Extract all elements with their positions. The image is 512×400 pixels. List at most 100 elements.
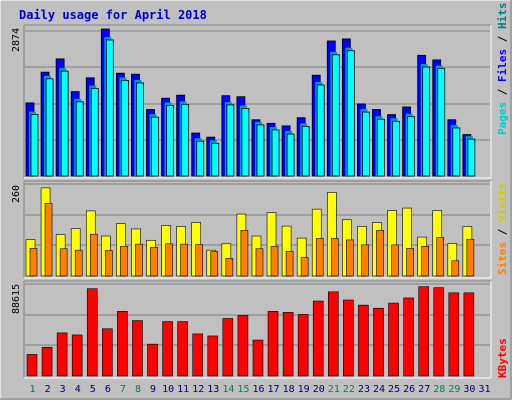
day-label-2: 2 <box>45 384 51 395</box>
day-label-6: 6 <box>105 384 111 395</box>
kbytes-bar-day-3 <box>56 332 68 377</box>
kbytes-bar-day-19 <box>297 314 309 377</box>
pages-bar-day-11 <box>181 103 190 177</box>
visits-panel <box>23 180 492 279</box>
day-label-10: 10 <box>162 384 174 395</box>
pages-bar-day-10 <box>166 105 174 177</box>
sites-bar-day-28 <box>436 237 445 277</box>
day-label-20: 20 <box>313 384 325 395</box>
pages-bar-day-21 <box>331 54 340 177</box>
day-label-14: 14 <box>222 384 234 395</box>
day-label-9: 9 <box>150 384 156 395</box>
pages-bar-day-4 <box>75 101 84 177</box>
kbytes-bar-day-9 <box>147 343 158 377</box>
day-label-8: 8 <box>135 384 141 395</box>
sites-bar-day-27 <box>421 245 429 277</box>
kbytes-panel <box>23 280 492 379</box>
day-label-22: 22 <box>343 384 355 395</box>
hits-max-label: 2874 <box>11 28 22 52</box>
sites-bar-day-26 <box>406 248 414 277</box>
pages-bar-day-2 <box>45 78 54 177</box>
day-label-13: 13 <box>207 384 219 395</box>
sites-bar-day-11 <box>180 243 188 277</box>
pages-bar-day-29 <box>452 127 461 177</box>
kbytes-bar-day-15 <box>237 315 249 377</box>
sites-bar-day-16 <box>255 248 264 277</box>
kbytes-bar-day-26 <box>403 297 414 377</box>
day-label-23: 23 <box>358 384 370 395</box>
hits-panel <box>23 24 492 179</box>
sites-bar-day-18 <box>285 250 294 277</box>
pages-bar-day-25 <box>392 120 400 177</box>
visits-axis-title: Sites / Visits <box>496 182 509 275</box>
day-label-18: 18 <box>283 384 295 395</box>
day-label-29: 29 <box>448 384 460 395</box>
sites-bar-day-24 <box>376 230 384 277</box>
sites-bar-day-15 <box>240 230 249 277</box>
kbytes-bar-day-24 <box>373 307 384 377</box>
sites-bar-day-8 <box>135 243 143 277</box>
pages-bar-day-17 <box>271 129 280 177</box>
pages-bar-day-28 <box>437 68 446 177</box>
sites-bar-day-9 <box>150 247 158 277</box>
pages-bar-day-19 <box>301 125 310 177</box>
day-label-27: 27 <box>418 384 430 395</box>
pages-bar-day-26 <box>407 116 416 177</box>
sites-bar-day-23 <box>361 244 369 277</box>
day-label-21: 21 <box>328 384 340 395</box>
day-label-7: 7 <box>120 384 126 395</box>
day-label-19: 19 <box>298 384 310 395</box>
pages-bar-day-23 <box>362 111 370 177</box>
day-label-12: 12 <box>192 384 204 395</box>
sites-bar-day-19 <box>300 257 309 277</box>
day-label-16: 16 <box>252 384 264 395</box>
sites-label: Sites <box>496 242 509 275</box>
day-label-5: 5 <box>90 384 96 395</box>
pages-bar-day-20 <box>316 84 325 177</box>
sites-bar-day-30 <box>466 238 475 277</box>
day-label-30: 30 <box>463 384 475 395</box>
kbytes-bar-day-23 <box>358 304 369 377</box>
pages-bar-day-7 <box>120 79 129 177</box>
kbytes-bar-day-21 <box>327 291 339 377</box>
pages-bar-day-8 <box>136 82 144 177</box>
pages-bar-day-12 <box>196 140 205 177</box>
kbytes-bar-day-11 <box>177 321 188 377</box>
kbytes-bar-day-8 <box>132 320 143 377</box>
sites-bar-day-12 <box>195 244 204 277</box>
kbytes-bar-day-10 <box>162 321 173 377</box>
sites-bar-day-7 <box>120 245 128 277</box>
day-label-11: 11 <box>177 384 189 395</box>
kbytes-bar-day-30 <box>463 292 475 377</box>
day-label-15: 15 <box>237 384 249 395</box>
visits-label: Visits <box>496 182 509 222</box>
kbytes-bar-day-28 <box>433 287 445 377</box>
sites-bar-day-22 <box>346 239 354 277</box>
day-label-31: 31 <box>478 384 490 395</box>
day-label-1: 1 <box>30 384 36 395</box>
sites-bar-day-6 <box>105 250 113 277</box>
pages-bar-day-6 <box>105 39 114 177</box>
pages-bar-day-14 <box>226 104 235 177</box>
day-label-4: 4 <box>75 384 81 395</box>
pages-bar-day-24 <box>377 118 385 177</box>
kbytes-bar-day-5 <box>86 288 98 377</box>
sites-bar-day-20 <box>315 238 324 277</box>
kbytes-bar-day-7 <box>117 311 128 377</box>
kbytes-bar-day-27 <box>418 286 429 377</box>
sites-bar-day-13 <box>210 251 219 277</box>
kbytes-bar-day-14 <box>222 318 234 377</box>
sites-bar-day-21 <box>330 238 339 277</box>
day-label-3: 3 <box>60 384 66 395</box>
kbytes-bar-day-25 <box>388 302 399 377</box>
visits-max-label: 260 <box>11 185 22 203</box>
kbytes-axis-title: KBytes <box>496 338 509 378</box>
pages-bar-day-5 <box>90 88 99 177</box>
sites-bar-day-5 <box>89 233 98 277</box>
chart-title: Daily usage for April 2018 <box>19 8 207 22</box>
sites-bar-day-25 <box>391 244 399 277</box>
sites-bar-day-2 <box>44 203 53 277</box>
day-label-28: 28 <box>433 384 445 395</box>
sites-bar-day-17 <box>270 245 279 277</box>
sites-bar-day-14 <box>225 258 234 277</box>
